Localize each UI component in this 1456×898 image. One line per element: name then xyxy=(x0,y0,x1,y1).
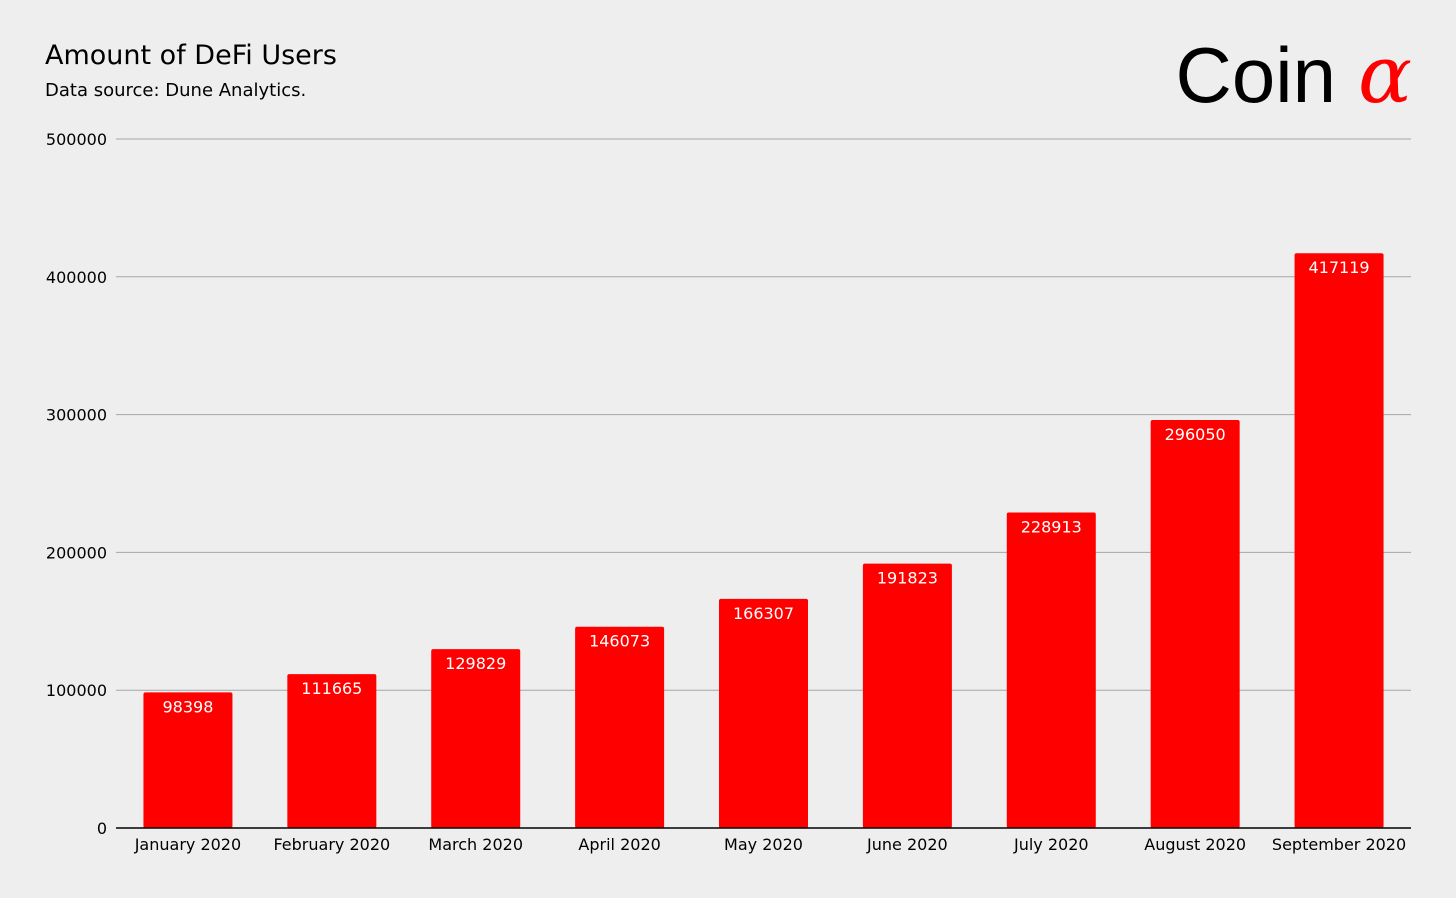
bar xyxy=(575,626,665,828)
chart-title: Amount of DeFi Users xyxy=(45,40,337,71)
x-tick-label: January 2020 xyxy=(134,835,241,854)
y-tick-label: 500000 xyxy=(46,130,107,149)
x-tick-label: May 2020 xyxy=(724,835,803,854)
bar xyxy=(862,563,952,828)
coin-alpha-logo: Coin α xyxy=(1175,28,1412,121)
y-tick-label: 100000 xyxy=(46,681,107,700)
bar-value-label: 111665 xyxy=(301,679,362,698)
y-tick-label: 0 xyxy=(97,819,107,838)
bar xyxy=(1294,253,1384,828)
x-tick-label: September 2020 xyxy=(1272,835,1406,854)
bar-data-labels: 98398 111665 129829 146073 166307 191823 22891… xyxy=(162,258,1369,716)
x-tick-label: July 2020 xyxy=(1013,835,1089,854)
bar-value-label: 191823 xyxy=(877,569,938,588)
logo-text: Coin xyxy=(1175,31,1336,119)
chart-subtitle: Data source: Dune Analytics. xyxy=(45,80,307,101)
bar-value-label: 129829 xyxy=(445,654,506,673)
bar xyxy=(1006,512,1096,828)
x-tick-label: August 2020 xyxy=(1144,835,1246,854)
y-tick-label: 400000 xyxy=(46,268,107,287)
bar xyxy=(287,674,377,828)
y-axis-tick-labels: 0 100000 200000 300000 400000 500000 xyxy=(46,130,107,838)
bar-value-label: 146073 xyxy=(589,632,650,651)
alpha-icon: α xyxy=(1357,28,1412,121)
bar-value-label: 228913 xyxy=(1021,518,1082,537)
x-axis-tick-labels: January 2020 February 2020 March 2020 April… xyxy=(134,835,1406,854)
x-tick-label: March 2020 xyxy=(428,835,523,854)
bar-value-label: 98398 xyxy=(162,697,213,716)
y-tick-label: 200000 xyxy=(46,543,107,562)
y-tick-label: 300000 xyxy=(46,406,107,425)
x-tick-label: June 2020 xyxy=(866,835,948,854)
bar-value-label: 417119 xyxy=(1309,258,1370,277)
bar xyxy=(719,598,808,828)
bar xyxy=(143,692,233,828)
bar-value-label: 296050 xyxy=(1165,425,1226,444)
bar-value-label: 166307 xyxy=(733,604,794,623)
x-tick-label: February 2020 xyxy=(273,835,390,854)
bar xyxy=(431,649,521,828)
bar xyxy=(1150,420,1240,828)
bars xyxy=(143,253,1384,828)
x-tick-label: April 2020 xyxy=(578,835,660,854)
